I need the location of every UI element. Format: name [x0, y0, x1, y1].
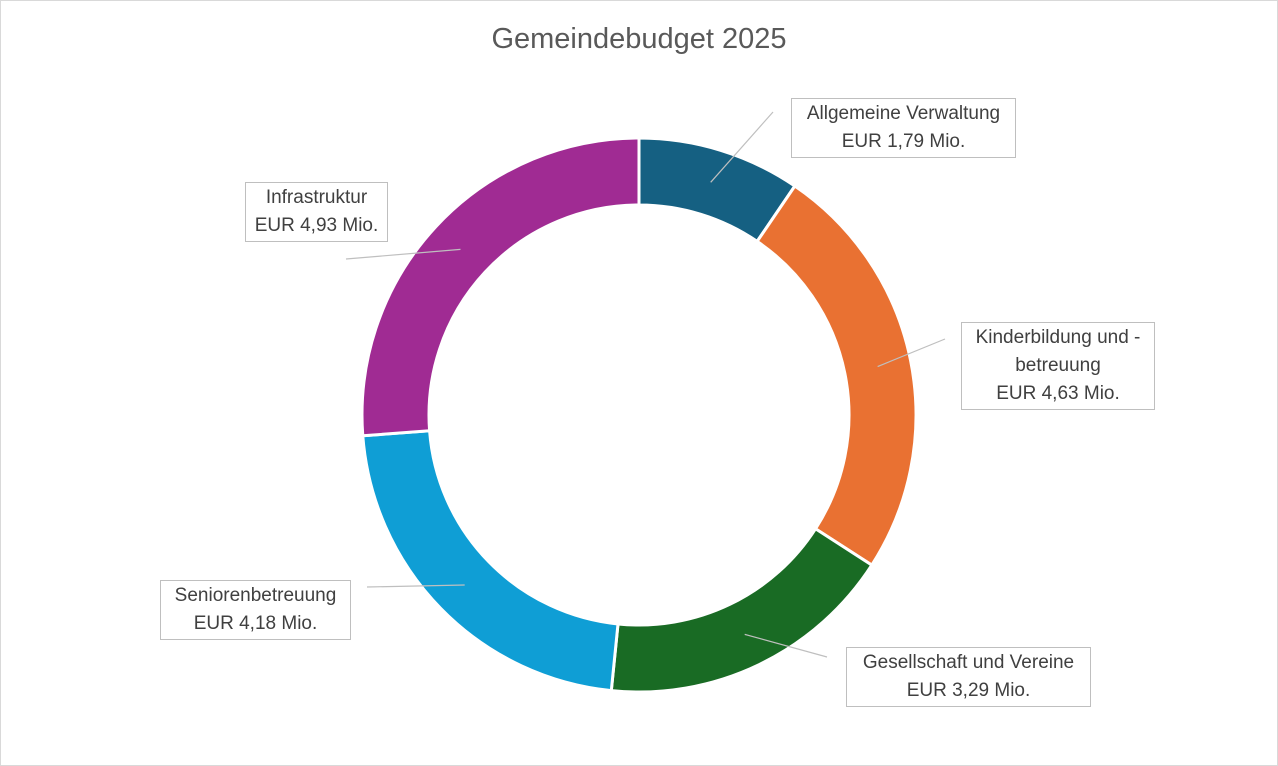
- data-label-value: EUR 4,18 Mio.: [193, 613, 318, 634]
- data-label-value: EUR 4,93 Mio.: [254, 215, 379, 236]
- data-label-verwaltung: Allgemeine Verwaltung EUR 1,79 Mio.: [791, 98, 1016, 158]
- data-label-infrastruktur: Infrastruktur EUR 4,93 Mio.: [245, 182, 388, 242]
- data-label-name: Gesellschaft und Vereine: [862, 652, 1075, 673]
- data-label-value: EUR 1,79 Mio.: [841, 131, 966, 152]
- slice-senioren: [361, 429, 620, 693]
- data-label-gesellschaft: Gesellschaft und Vereine EUR 3,29 Mio.: [846, 647, 1091, 707]
- slice-kinder: [755, 183, 918, 568]
- data-label-kinder: Kinderbildung und - betreuung EUR 4,63 M…: [961, 322, 1155, 410]
- data-label-senioren: Seniorenbetreuung EUR 4,18 Mio.: [160, 580, 351, 640]
- slice-infrastruktur: [360, 136, 641, 438]
- leader-line-senioren: [366, 584, 465, 588]
- data-label-value: EUR 4,63 Mio.: [996, 383, 1120, 404]
- leader-line-infrastruktur: [345, 248, 461, 260]
- chart-title: Gemeindebudget 2025: [491, 23, 787, 55]
- slice-gesellschaft: [609, 526, 874, 694]
- leader-line-gesellschaft: [744, 633, 828, 658]
- data-label-value: EUR 3,29 Mio.: [906, 680, 1031, 701]
- leader-line-verwaltung: [710, 111, 774, 183]
- data-label-name-line-2: betreuung: [1015, 355, 1101, 376]
- data-label-name: Infrastruktur: [265, 187, 368, 208]
- leader-line-kinder: [877, 338, 946, 368]
- data-label-name-line-1: Kinderbildung und -: [975, 327, 1141, 348]
- data-label-name: Seniorenbetreuung: [174, 585, 337, 606]
- data-label-name: Allgemeine Verwaltung: [806, 103, 1001, 124]
